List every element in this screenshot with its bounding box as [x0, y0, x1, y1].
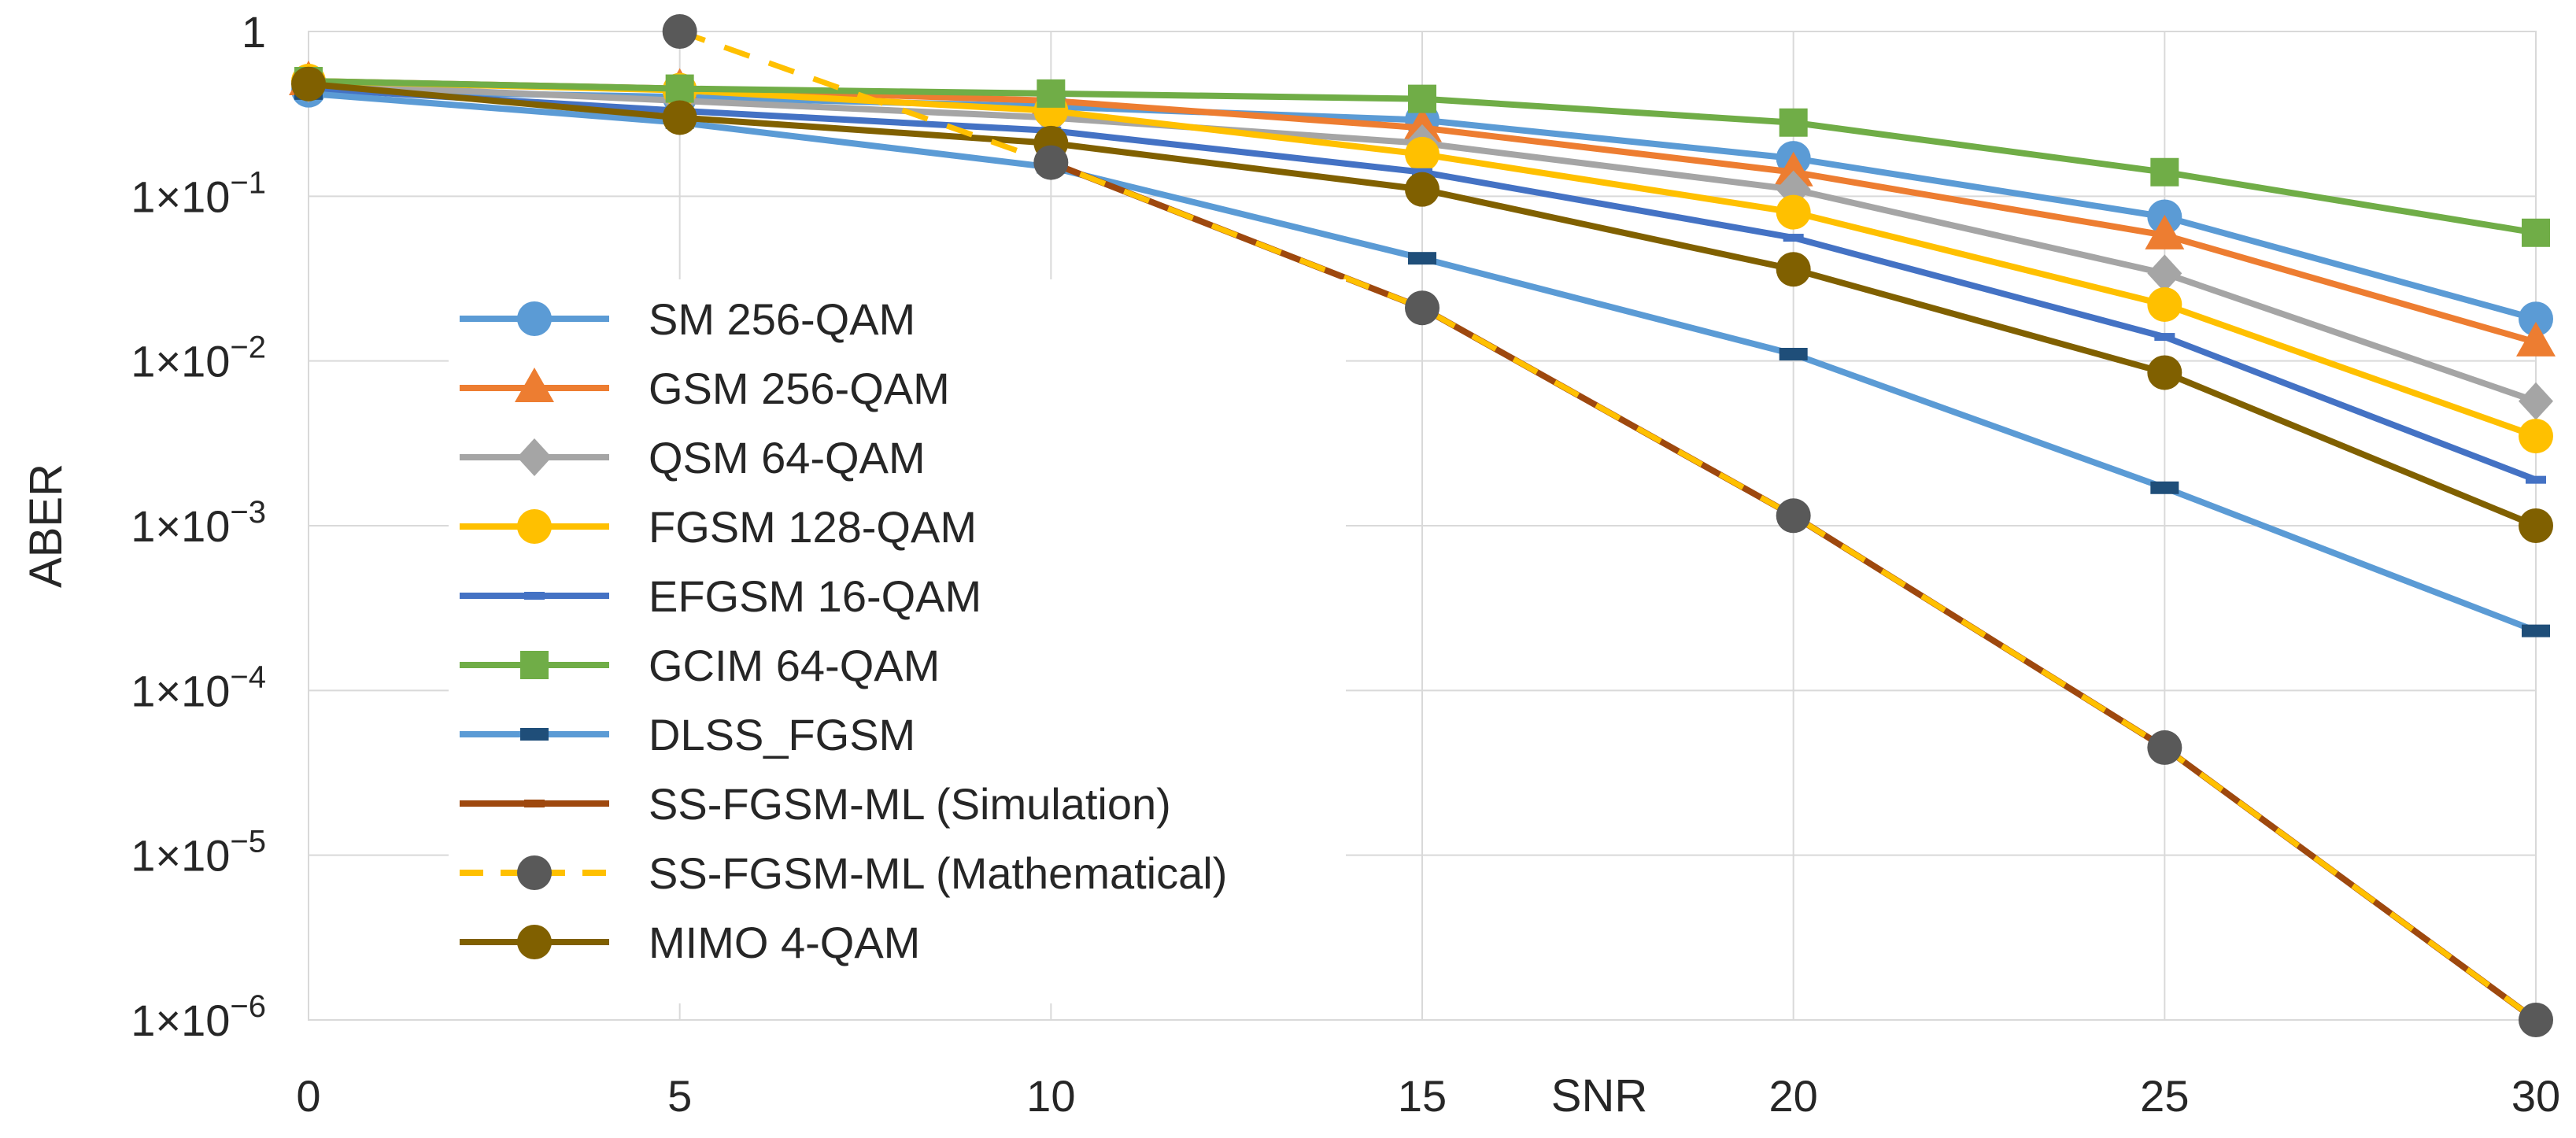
data-point: [2147, 286, 2182, 322]
x-tick-label: 0: [296, 1071, 320, 1121]
legend-swatch-marker: [524, 800, 545, 807]
data-point: [1776, 498, 1811, 534]
x-tick-labels: 0 5 10 15 20 25 30: [296, 1071, 2560, 1121]
data-point: [662, 14, 697, 49]
data-point: [1405, 172, 1440, 207]
data-point: [2522, 218, 2550, 247]
data-point: [1408, 84, 1436, 113]
data-point: [1776, 252, 1811, 287]
legend-label: FGSM 128-QAM: [649, 502, 977, 552]
data-point: [665, 74, 694, 103]
data-point: [2147, 254, 2182, 293]
data-point: [2516, 321, 2556, 357]
data-point: [1037, 79, 1066, 108]
y-tick-label: 1×10−4: [131, 660, 266, 715]
legend-label: GCIM 64-QAM: [649, 641, 940, 690]
legend-swatch-marker: [517, 855, 552, 890]
data-point: [1405, 136, 1440, 172]
data-point: [2154, 333, 2175, 342]
legend-entry: QSM 64-QAM: [460, 433, 926, 482]
legend-label: QSM 64-QAM: [649, 433, 926, 482]
legend-label: GSM 256-QAM: [649, 364, 950, 413]
series-ss-fgsm-ml-mathematical: [662, 14, 2553, 1037]
y-tick-labels: 1 1×10−1 1×10−2 1×10−3 1×10−4 1×10−5 1×10−6: [131, 7, 266, 1045]
data-point: [1405, 290, 1440, 326]
legend-entry: FGSM 128-QAM: [460, 502, 977, 552]
data-point: [1779, 348, 1808, 361]
legend-entry: EFGSM 16-QAM: [460, 571, 981, 621]
data-point: [291, 66, 326, 102]
legend-label: SS-FGSM-ML (Mathematical): [649, 848, 1227, 898]
legend-label: EFGSM 16-QAM: [649, 571, 981, 621]
x-tick-label: 5: [667, 1071, 692, 1121]
x-axis-title: SNR: [1551, 1070, 1647, 1121]
legend-label: SS-FGSM-ML (Simulation): [649, 779, 1171, 829]
data-point: [2150, 481, 2179, 494]
data-point: [2519, 419, 2553, 454]
y-tick-label: 1×10−1: [131, 165, 266, 221]
data-point: [2519, 382, 2553, 420]
y-tick-label: 1×10−3: [131, 495, 266, 551]
legend-entry: DLSS_FGSM: [460, 710, 915, 759]
y-tick-label: 1×10−5: [131, 825, 266, 881]
data-point: [2519, 301, 2553, 337]
data-point: [2522, 624, 2550, 637]
legend-swatch-marker: [520, 728, 549, 741]
legend-swatch-marker: [524, 592, 545, 600]
x-tick-label: 25: [2140, 1071, 2189, 1121]
legend-entry: SS-FGSM-ML (Simulation): [460, 779, 1171, 829]
series-line: [678, 28, 2538, 1022]
data-point: [1773, 151, 1813, 187]
series-mimo-4-qam: [291, 66, 2553, 543]
legend-label: MIMO 4-QAM: [649, 918, 920, 967]
legend-entry: SS-FGSM-ML (Mathematical): [460, 848, 1227, 898]
legend-swatch-marker: [517, 509, 552, 544]
data-point: [1776, 194, 1811, 230]
legend-swatch-marker: [517, 301, 552, 336]
x-tick-label: 20: [1769, 1071, 1818, 1121]
data-point: [2150, 157, 2179, 187]
y-tick-label: 1×10−6: [131, 989, 266, 1045]
x-tick-label: 15: [1398, 1071, 1447, 1121]
data-point: [2519, 508, 2553, 543]
legend-entry: MIMO 4-QAM: [460, 918, 920, 967]
legend-swatch-marker: [520, 651, 549, 679]
y-tick-label: 1×10−2: [131, 331, 266, 386]
y-axis-title: ABER: [20, 464, 72, 588]
legend-entry: GSM 256-QAM: [460, 364, 950, 413]
data-point: [2526, 475, 2546, 484]
legend-entry: GCIM 64-QAM: [460, 641, 940, 690]
data-point: [1408, 252, 1436, 265]
data-point: [2519, 1003, 2553, 1037]
data-point: [662, 100, 697, 135]
x-tick-label: 10: [1026, 1071, 1075, 1121]
data-point: [2147, 730, 2182, 765]
data-point: [1033, 145, 1069, 180]
legend-label: SM 256-QAM: [649, 294, 915, 344]
legend-swatch-marker: [517, 438, 552, 476]
legend-label: DLSS_FGSM: [649, 710, 915, 759]
data-point: [2147, 355, 2182, 390]
legend-background: [449, 279, 1346, 1003]
legend-swatch-marker: [517, 925, 552, 959]
legend: SM 256-QAM GSM 256-QAM QSM 64-QAM FGSM 128-…: [460, 294, 1227, 967]
y-tick-label: 1: [242, 7, 266, 57]
data-point: [1783, 234, 1804, 242]
legend-swatch-marker: [515, 368, 554, 402]
x-tick-label: 30: [2511, 1071, 2560, 1121]
data-point: [1779, 108, 1808, 137]
legend-entry: SM 256-QAM: [460, 294, 915, 344]
series-lines: [289, 14, 2556, 1037]
data-point: [2145, 214, 2185, 249]
